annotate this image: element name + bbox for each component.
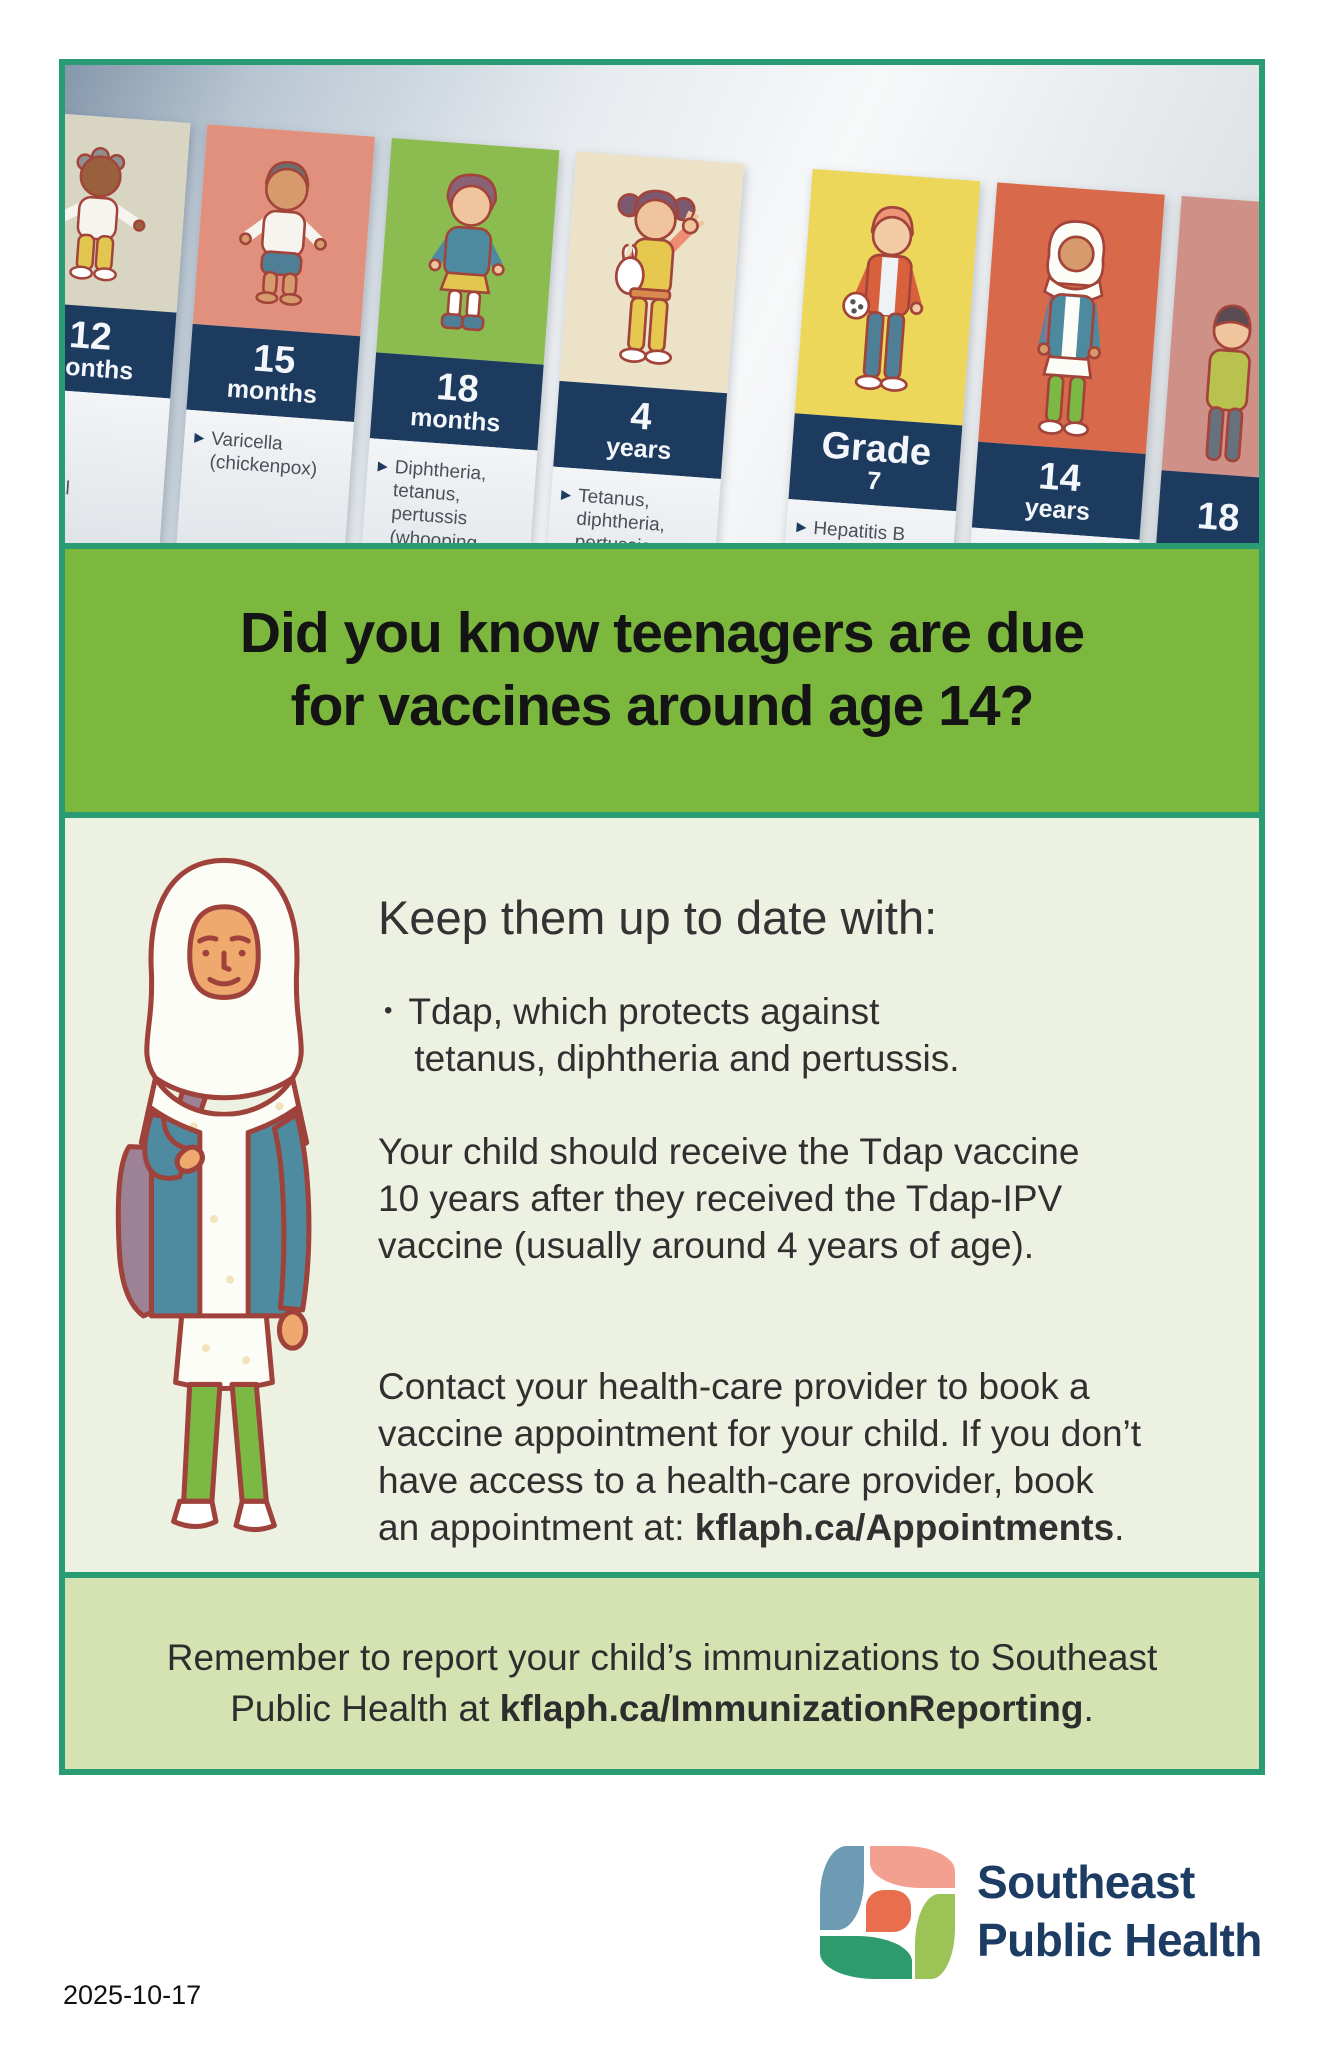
reminder-line-1: Remember to report your child’s immuniza…: [166, 1637, 1158, 1678]
schedule-card: 12 months es, s, and ococcal: [65, 110, 191, 543]
schedule-card: 18 months ▶ Diphtheria, tetanus, pertuss…: [355, 137, 560, 543]
vaccine-arrow-icon: ▶: [560, 486, 572, 503]
vaccine-text: es, s, and ococcal: [65, 473, 71, 499]
vaccine-list: ▶ Tetanus, diphtheria, pertussis: [539, 466, 721, 543]
card-illustration: [559, 151, 744, 394]
vaccine-list: ▶ Varicella (chickenpox): [172, 409, 354, 543]
card-illustration: [65, 110, 191, 313]
card-illustration: [794, 168, 981, 426]
logo-petal-salmon: [870, 1846, 955, 1888]
info-text-block: Keep them up to date with: • Tdap, which…: [378, 890, 1228, 1552]
toddler-12-months-illustration: [65, 147, 146, 282]
toddler-18-months-illustration: [428, 173, 505, 332]
vaccine-text: Tetanus, diphtheria, pertussis: [574, 485, 666, 543]
teen-grade-7-illustration: [842, 205, 924, 392]
age-band: 14 years: [971, 441, 1146, 540]
vaccine-text: Varicella (chickenpox): [208, 428, 318, 481]
schedule-card: 18 ▶: [1141, 195, 1259, 543]
vaccine-arrow-icon: ▶: [795, 518, 808, 535]
card-illustration: [192, 124, 375, 337]
vaccine-bullet-list: • Tdap, which protects against tetanus, …: [378, 989, 1228, 1083]
info-heading: Keep them up to date with:: [378, 891, 938, 944]
vaccine-arrow-icon: ▶: [193, 429, 205, 446]
org-name-line-2: Public Health: [977, 1913, 1262, 1966]
logo-petal-blue: [820, 1846, 864, 1930]
info-section: Keep them up to date with: • Tdap, which…: [65, 812, 1259, 1572]
immunization-reporting-url: kflaph.ca/ImmunizationReporting: [499, 1688, 1084, 1730]
vaccine-arrow-icon: ▶: [377, 457, 389, 474]
tdap-timing-paragraph: Your child should receive the Tdap vacci…: [378, 1130, 1080, 1266]
headline-line-1: Did you know teenagers are due: [239, 601, 1085, 665]
logo-petal-yellow-green: [915, 1894, 955, 1979]
age-band: Grade 7: [788, 413, 963, 512]
teen-girl-hijab-illustration: [115, 857, 312, 1533]
schedule-card: Grade 7 ▶ Hepatitis B: [774, 168, 981, 543]
age-number: 18: [1195, 494, 1241, 540]
vaccine-list: es, s, and ococcal: [65, 386, 171, 543]
logo-petal-green: [820, 1936, 912, 1979]
schedule-card: 15 months ▶ Varicella (chickenpox): [172, 124, 375, 543]
vaccine-schedule-photo: 12 months es, s, and ococcal: [65, 65, 1259, 543]
vaccine-text: Hepatitis B: [812, 517, 906, 543]
org-name-line-1: Southeast: [977, 1856, 1195, 1908]
vaccine-text: Diphtheria, tetanus, pertussis (whooping: [388, 457, 488, 543]
poster-frame: 12 months es, s, and ococcal: [59, 59, 1265, 1775]
logo-flower-icon: [820, 1846, 955, 1981]
schedule-card: 14 years ▶ Tetanus,: [957, 182, 1165, 543]
teen-18-years-illustration: [1205, 304, 1252, 463]
tdap-bullet-text: Tdap, which protects against tetanus, di…: [408, 991, 960, 1079]
age-band: 18: [1155, 470, 1259, 543]
vaccine-list: ▶ Diphtheria, tetanus, pertussis (whoopi…: [355, 438, 538, 543]
toddler-15-months-illustration: [239, 161, 327, 306]
schedule-card: 4 years ▶ Tetanus, diphtheria, pertussis: [539, 151, 744, 543]
reminder-section: Remember to report your child’s immuniza…: [65, 1572, 1259, 1769]
headline-line-2: for vaccines around age 14?: [290, 673, 1035, 738]
org-name: Southeast Public Health: [977, 1854, 1262, 1981]
schedule-card-strip: 12 months es, s, and ococcal: [65, 107, 1259, 543]
date-stamp: 2025-10-17: [63, 1980, 202, 2010]
logo-petal-center: [866, 1890, 911, 1932]
teen-14-years-illustration: [1037, 220, 1106, 437]
card-illustration: [978, 182, 1165, 455]
appointments-url: kflaph.ca/Appointments: [694, 1506, 1115, 1548]
card-illustration: [1161, 195, 1259, 480]
age-band: 4 years: [553, 380, 728, 479]
age-band: 15 months: [186, 323, 361, 422]
age-band: 12 months: [65, 300, 177, 399]
headline-banner: Did you know teenagers are due for vacci…: [65, 543, 1259, 812]
age-band: 18 months: [369, 352, 544, 451]
card-illustration: [376, 137, 560, 365]
tdap-bullet-item: • Tdap, which protects against tetanus, …: [384, 989, 1228, 1083]
reminder-line-2: Public Health at kflaph.ca/ImmunizationR…: [230, 1688, 1094, 1730]
booking-paragraph: Contact your health-care provider to boo…: [378, 1365, 1142, 1548]
child-4-years-illustration: [614, 189, 705, 365]
org-logo: Southeast Public Health: [820, 1846, 1262, 1981]
bullet-dot-icon: •: [384, 997, 393, 1024]
